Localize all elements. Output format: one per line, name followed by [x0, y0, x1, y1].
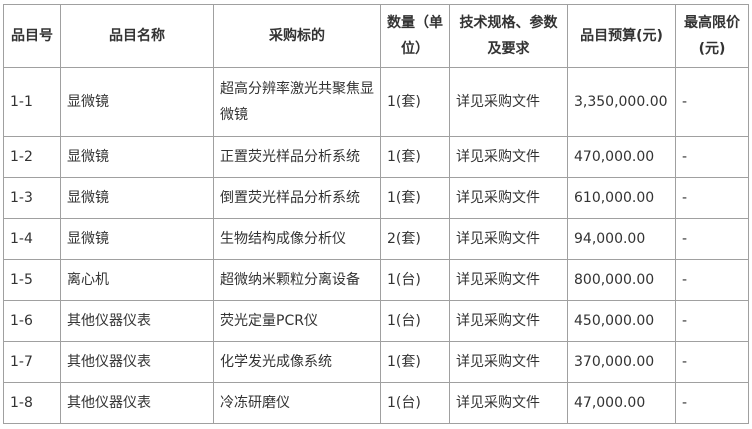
cell-budget: 450,000.00	[567, 300, 676, 342]
cell-item-name: 显微镜	[60, 67, 214, 137]
table-row: 1-1 显微镜 超高分辨率激光共聚焦显微镜 1(套) 详见采购文件 3,350,000.0…	[3, 67, 749, 137]
cell-quantity: 1(套)	[380, 177, 450, 219]
cell-item-name: 显微镜	[60, 218, 214, 260]
cell-quantity: 1(套)	[380, 67, 450, 137]
cell-spec: 详见采购文件	[449, 300, 568, 342]
header-row: 品目号 品目名称 采购标的 数量（单位） 技术规格、参数及要求 品目预算(元) …	[3, 4, 749, 68]
cell-item-no: 1-4	[3, 218, 61, 260]
cell-subject: 冷冻研磨仪	[213, 382, 381, 424]
cell-quantity: 1(台)	[380, 259, 450, 301]
cell-max-price: -	[675, 67, 749, 137]
cell-item-no: 1-7	[3, 341, 61, 383]
cell-max-price: -	[675, 218, 749, 260]
cell-budget: 800,000.00	[567, 259, 676, 301]
cell-item-no: 1-3	[3, 177, 61, 219]
cell-quantity: 1(套)	[380, 136, 450, 178]
cell-item-name: 其他仪器仪表	[60, 382, 214, 424]
header-item-name: 品目名称	[60, 4, 214, 68]
cell-subject: 倒置荧光样品分析系统	[213, 177, 381, 219]
cell-budget: 610,000.00	[567, 177, 676, 219]
table-row: 1-7 其他仪器仪表 化学发光成像系统 1(套) 详见采购文件 370,000.00-	[3, 341, 749, 383]
cell-spec: 详见采购文件	[449, 136, 568, 178]
cell-item-no: 1-1	[3, 67, 61, 137]
cell-subject: 化学发光成像系统	[213, 341, 381, 383]
cell-budget: 470,000.00	[567, 136, 676, 178]
table-row: 1-6 其他仪器仪表 荧光定量PCR仪 1(台) 详见采购文件 450,000.00-	[3, 300, 749, 342]
cell-spec: 详见采购文件	[449, 177, 568, 219]
table-row: 1-2 显微镜 正置荧光样品分析系统 1(套) 详见采购文件 470,000.00-	[3, 136, 749, 178]
table-row: 1-8 其他仪器仪表 冷冻研磨仪 1(台) 详见采购文件 47,000.00-	[3, 382, 749, 424]
cell-subject: 超高分辨率激光共聚焦显微镜	[213, 67, 381, 137]
cell-spec: 详见采购文件	[449, 259, 568, 301]
header-budget: 品目预算(元)	[567, 4, 676, 68]
header-quantity: 数量（单位）	[380, 4, 450, 68]
cell-max-price: -	[675, 136, 749, 178]
cell-item-no: 1-6	[3, 300, 61, 342]
cell-item-name: 离心机	[60, 259, 214, 301]
header-item-no: 品目号	[3, 4, 61, 68]
cell-budget: 47,000.00	[567, 382, 676, 424]
cell-subject: 超微纳米颗粒分离设备	[213, 259, 381, 301]
cell-spec: 详见采购文件	[449, 341, 568, 383]
procurement-table: 品目号 品目名称 采购标的 数量（单位） 技术规格、参数及要求 品目预算(元) …	[3, 4, 749, 424]
cell-subject: 正置荧光样品分析系统	[213, 136, 381, 178]
cell-item-name: 其他仪器仪表	[60, 300, 214, 342]
cell-subject: 荧光定量PCR仪	[213, 300, 381, 342]
header-spec: 技术规格、参数及要求	[449, 4, 568, 68]
table-row: 1-3 显微镜 倒置荧光样品分析系统 1(套) 详见采购文件 610,000.00-	[3, 177, 749, 219]
table-row: 1-4 显微镜 生物结构成像分析仪 2(套) 详见采购文件 94,000.00-	[3, 218, 749, 260]
header-subject: 采购标的	[213, 4, 381, 68]
cell-item-no: 1-5	[3, 259, 61, 301]
cell-max-price: -	[675, 259, 749, 301]
table-row: 1-5 离心机 超微纳米颗粒分离设备 1(台) 详见采购文件 800,000.00-	[3, 259, 749, 301]
cell-quantity: 1(套)	[380, 341, 450, 383]
cell-item-name: 其他仪器仪表	[60, 341, 214, 383]
cell-max-price: -	[675, 382, 749, 424]
cell-quantity: 1(台)	[380, 300, 450, 342]
cell-quantity: 1(台)	[380, 382, 450, 424]
cell-spec: 详见采购文件	[449, 67, 568, 137]
cell-subject: 生物结构成像分析仪	[213, 218, 381, 260]
cell-quantity: 2(套)	[380, 218, 450, 260]
cell-max-price: -	[675, 177, 749, 219]
cell-item-name: 显微镜	[60, 177, 214, 219]
header-max-price: 最高限价(元)	[675, 4, 749, 68]
cell-budget: 370,000.00	[567, 341, 676, 383]
cell-max-price: -	[675, 341, 749, 383]
cell-spec: 详见采购文件	[449, 382, 568, 424]
cell-item-no: 1-2	[3, 136, 61, 178]
cell-item-name: 显微镜	[60, 136, 214, 178]
cell-spec: 详见采购文件	[449, 218, 568, 260]
cell-item-no: 1-8	[3, 382, 61, 424]
cell-max-price: -	[675, 300, 749, 342]
cell-budget: 94,000.00	[567, 218, 676, 260]
cell-budget: 3,350,000.00	[567, 67, 676, 137]
